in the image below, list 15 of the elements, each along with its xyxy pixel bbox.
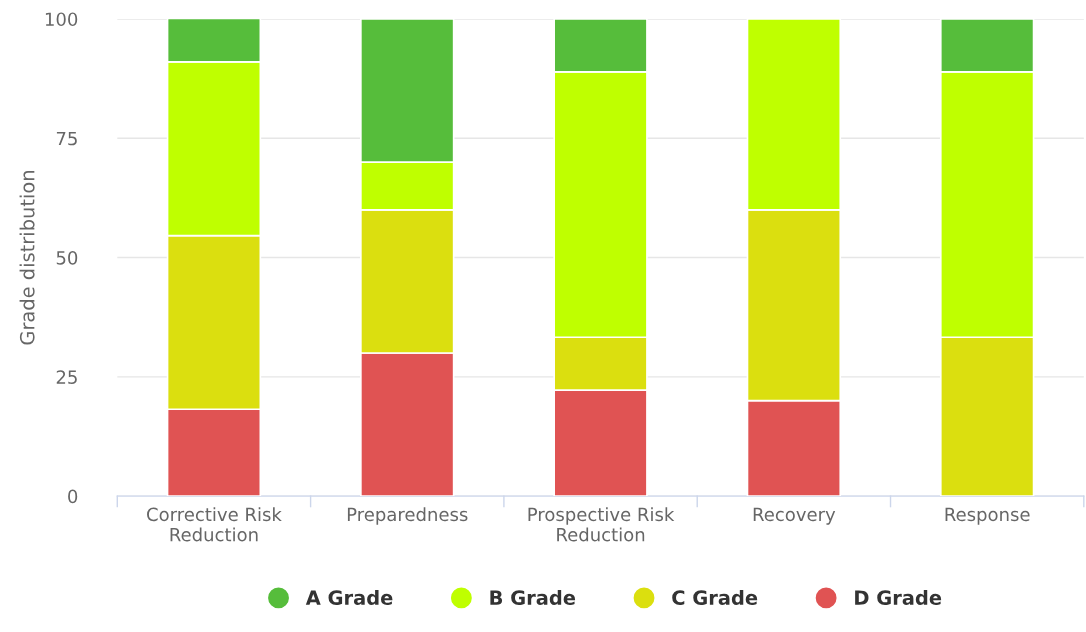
legend-label: C Grade: [672, 589, 758, 606]
x-tick-label: Preparedness: [347, 507, 468, 525]
x-tick-label: Recovery: [753, 507, 836, 525]
x-tick-label: Corrective Risk Reduction: [147, 507, 282, 542]
y-tick-label: 75: [56, 131, 77, 146]
legend-label: D Grade: [855, 589, 942, 606]
x-tick-label: Response: [945, 507, 1030, 525]
x-tick-label: Prospective Risk Reduction: [528, 507, 675, 542]
y-axis-title: Grade distribution: [19, 171, 35, 345]
y-tick-label: 50: [56, 251, 78, 265]
legend-label: B Grade: [490, 589, 576, 606]
y-tick-label: 100: [45, 12, 78, 27]
y-tick-label: 0: [68, 489, 78, 504]
y-tick-label: 25: [56, 370, 77, 384]
legend-label: A Grade: [305, 589, 393, 606]
